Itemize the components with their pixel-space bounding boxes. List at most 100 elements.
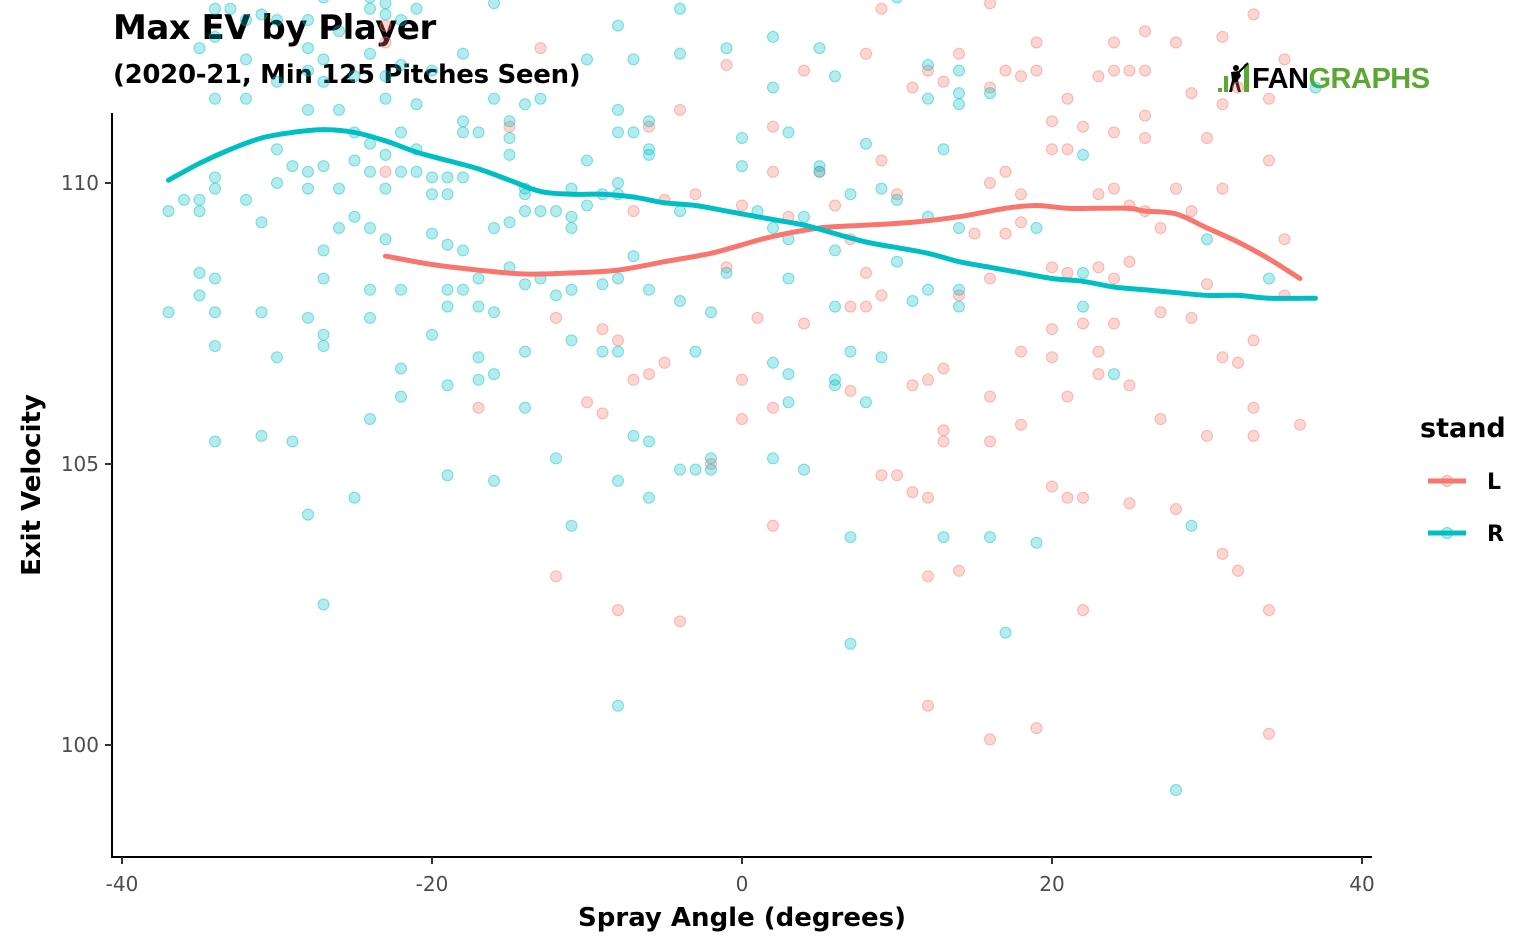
point-r — [844, 531, 857, 544]
point-r — [240, 193, 252, 206]
point-l — [1092, 188, 1105, 201]
point-l — [627, 205, 640, 218]
point-r — [271, 351, 283, 364]
point-r — [565, 283, 578, 296]
point-r — [410, 165, 423, 178]
point-l — [1061, 266, 1074, 279]
point-r — [379, 70, 392, 83]
point-r — [937, 143, 950, 156]
point-l — [1232, 81, 1244, 94]
point-l — [1201, 429, 1213, 442]
point-l — [1185, 87, 1198, 100]
point-r — [953, 87, 965, 100]
point-r — [705, 452, 717, 465]
point-l — [1201, 278, 1213, 291]
point-l — [767, 401, 779, 414]
point-r — [317, 272, 330, 285]
point-r — [364, 283, 376, 296]
point-l — [984, 435, 996, 448]
point-r — [193, 193, 206, 206]
point-r — [612, 272, 624, 285]
point-l — [1123, 497, 1136, 510]
point-l — [550, 570, 562, 583]
point-l — [379, 19, 392, 32]
point-r — [689, 463, 702, 476]
point-r — [224, 2, 237, 15]
point-r — [844, 637, 857, 650]
point-r — [596, 278, 609, 291]
point-l — [875, 469, 888, 482]
legend-label-r: R — [1487, 522, 1504, 547]
point-r — [472, 373, 485, 386]
point-l — [736, 413, 748, 425]
point-r — [472, 272, 485, 285]
point-r — [643, 283, 655, 296]
point-l — [1092, 345, 1105, 358]
point-r — [209, 340, 221, 352]
point-l — [953, 47, 965, 60]
point-l — [1108, 126, 1120, 139]
point-r — [457, 283, 469, 296]
point-r — [317, 244, 330, 257]
point-r — [627, 429, 640, 442]
point-r — [1077, 148, 1089, 161]
point-r — [348, 154, 361, 167]
point-r — [488, 222, 500, 234]
point-r — [426, 171, 438, 184]
point-r — [441, 379, 454, 392]
point-r — [798, 463, 810, 476]
point-r — [1077, 266, 1089, 279]
point-r — [364, 0, 376, 4]
point-l — [984, 390, 996, 403]
point-l — [922, 491, 934, 504]
point-l — [937, 435, 950, 448]
point-r — [318, 0, 329, 4]
point-l — [860, 300, 872, 313]
point-l — [922, 373, 934, 386]
point-l — [643, 368, 655, 381]
point-r — [829, 70, 841, 83]
point-r — [534, 92, 547, 105]
point-l — [1247, 8, 1260, 21]
x-tick-label: 20 — [1039, 872, 1064, 896]
point-r — [333, 103, 345, 116]
y-tick-label: 105 — [61, 452, 99, 476]
point-r — [503, 132, 516, 144]
point-l — [674, 103, 686, 116]
y-axis-label: Exit Velocity — [17, 394, 47, 576]
point-l — [596, 323, 609, 336]
point-r — [612, 474, 624, 487]
point-l — [1015, 188, 1027, 201]
point-r — [891, 255, 903, 268]
point-l — [379, 165, 392, 178]
point-r — [674, 463, 686, 476]
point-r — [162, 306, 175, 319]
point-l — [813, 165, 826, 178]
point-r — [457, 126, 469, 139]
point-r — [829, 244, 841, 257]
point-r — [379, 0, 392, 10]
point-l — [736, 373, 748, 386]
point-l — [612, 604, 624, 617]
point-r — [550, 289, 562, 302]
point-r — [565, 210, 578, 223]
point-l — [1046, 143, 1058, 156]
point-l — [1077, 317, 1089, 330]
point-l — [953, 289, 965, 302]
point-r — [317, 53, 330, 66]
point-r — [240, 53, 252, 66]
point-r — [271, 177, 283, 189]
point-r — [1201, 233, 1213, 246]
point-r — [286, 160, 299, 173]
point-l — [1092, 261, 1105, 274]
x-tick-label: -40 — [106, 872, 139, 896]
point-r — [767, 222, 779, 234]
point-r — [813, 42, 826, 55]
point-r — [426, 188, 438, 201]
point-l — [1247, 401, 1260, 414]
point-r — [193, 42, 206, 55]
point-r — [503, 216, 516, 229]
point-r — [317, 160, 330, 173]
point-r — [302, 508, 314, 521]
point-l — [844, 300, 857, 313]
